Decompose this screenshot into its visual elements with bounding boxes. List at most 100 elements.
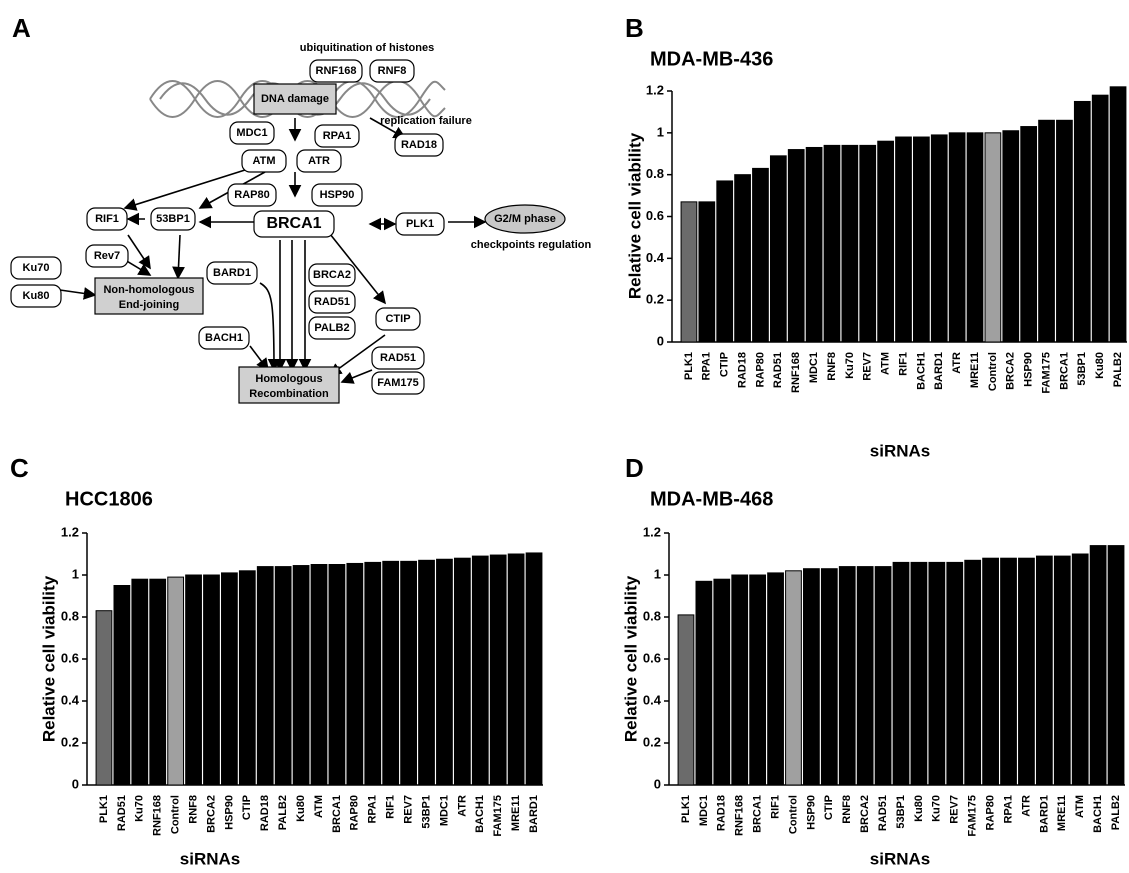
x-tick-label: ATM: [313, 795, 325, 818]
node-label: RIF1: [95, 213, 119, 225]
x-tick-label: HSP90: [1023, 352, 1035, 387]
x-tick-label: RNF168: [152, 795, 164, 836]
y-tick-label: 0: [654, 776, 661, 791]
node-label: G2/M phase: [494, 213, 556, 225]
bar: [257, 567, 273, 785]
x-tick-label: BRCA2: [205, 795, 217, 833]
node-label: RAD18: [401, 139, 437, 151]
bar: [931, 135, 947, 342]
x-tick-label: MDC1: [698, 795, 710, 826]
bar: [347, 563, 363, 785]
bar: [1021, 127, 1037, 342]
x-tick-label: Ku70: [844, 352, 856, 379]
x-tick-label: BACH1: [1092, 795, 1104, 833]
bar: [114, 586, 130, 786]
panel-label: B: [625, 13, 644, 43]
x-tick-label: BRCA1: [752, 795, 764, 833]
x-tick-label: RAD51: [772, 352, 784, 388]
bar: [168, 577, 184, 785]
bar: [293, 566, 309, 785]
bar: [1092, 95, 1108, 342]
bar: [750, 575, 766, 785]
x-tick-label: RNF8: [826, 352, 838, 381]
bar: [401, 561, 417, 785]
bar: [914, 137, 930, 342]
y-tick-label: 0.2: [61, 734, 79, 749]
bar: [454, 558, 470, 785]
bar: [490, 555, 506, 785]
x-tick-label: REV7: [949, 795, 961, 824]
y-tick-label: 1: [657, 124, 664, 139]
node-label: ATM: [252, 155, 275, 167]
bar: [983, 558, 999, 785]
x-tick-label: RIF1: [385, 795, 397, 819]
bar: [965, 560, 981, 785]
x-tick-label: BACH1: [915, 352, 927, 390]
y-tick-label: 0.2: [646, 292, 664, 307]
bar: [239, 571, 255, 785]
node-label: CTIP: [385, 313, 410, 325]
bar: [186, 575, 202, 785]
bar: [1036, 556, 1052, 785]
x-tick-label: PLK1: [98, 795, 110, 823]
panel-label: C: [10, 453, 29, 483]
x-tick-label: RAD18: [259, 795, 271, 831]
node-label: RNF168: [316, 65, 357, 77]
x-tick-label: CTIP: [823, 795, 835, 820]
x-tick-label: REV7: [862, 352, 874, 381]
bar: [526, 553, 542, 785]
bar: [788, 150, 804, 342]
node-label: Non-homologous: [103, 284, 194, 296]
node-label: RAP80: [234, 189, 269, 201]
node-label: Rev7: [94, 250, 120, 262]
bar: [878, 141, 894, 342]
bar: [786, 571, 802, 785]
bar: [985, 133, 1001, 342]
y-tick-label: 0: [72, 776, 79, 791]
x-tick-label: RAD51: [877, 795, 889, 831]
y-tick-label: 1: [72, 566, 79, 581]
x-tick-label: RNF168: [734, 795, 746, 836]
y-tick-label: 0.6: [61, 650, 79, 665]
bar: [1108, 546, 1124, 785]
x-tick-label: ATR: [456, 795, 468, 817]
bar: [311, 565, 327, 786]
figure: A ubiquitination of histonesRNF168RNF8DN…: [0, 0, 1129, 873]
node-label: BACH1: [205, 332, 243, 344]
node-label: ATR: [308, 155, 330, 167]
bar: [150, 579, 166, 785]
x-axis-label: siRNAs: [870, 849, 930, 868]
x-axis-label: siRNAs: [180, 849, 240, 868]
x-tick-label: RIF1: [769, 795, 781, 819]
y-axis-label: Relative cell viability: [621, 575, 640, 742]
x-tick-label: BRCA1: [331, 795, 343, 833]
node-label: Ku70: [23, 262, 50, 274]
bar: [770, 156, 786, 342]
x-tick-label: RIF1: [897, 352, 909, 376]
bar: [875, 567, 891, 785]
x-tick-label: RAD18: [716, 795, 728, 831]
bar: [222, 573, 238, 785]
bar: [967, 133, 983, 342]
x-tick-label: BACH1: [474, 795, 486, 833]
bar: [437, 559, 453, 785]
bar: [949, 133, 965, 342]
x-tick-label: RPA1: [701, 352, 713, 381]
bar: [768, 573, 784, 785]
bar: [824, 145, 840, 342]
x-tick-label: MRE11: [969, 352, 981, 388]
x-tick-label: ATM: [880, 352, 892, 375]
x-tick-label: PLK1: [680, 795, 692, 823]
x-tick-label: HSP90: [805, 795, 817, 830]
chart-title: HCC1806: [65, 488, 153, 510]
x-tick-label: RAD18: [736, 352, 748, 388]
y-tick-label: 0.8: [646, 166, 664, 181]
bar: [1072, 554, 1088, 785]
chart-title: MDA-MB-436: [650, 48, 773, 70]
bar: [860, 145, 876, 342]
bar: [842, 145, 858, 342]
x-tick-label: CTIP: [241, 795, 253, 820]
y-tick-label: 0: [657, 333, 664, 348]
bar: [365, 562, 381, 785]
